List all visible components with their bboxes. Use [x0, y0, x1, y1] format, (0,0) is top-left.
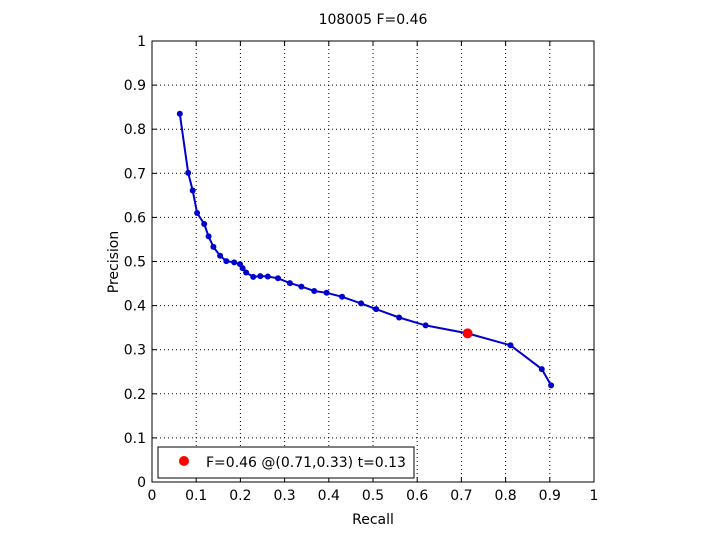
y-tick-label: 0.4	[124, 299, 146, 315]
y-tick-labels: 0 0.1 0.2 0.3 0.4 0.5 0.6 0.7 0.8 0.9 1	[124, 34, 146, 491]
data-point	[311, 288, 318, 294]
data-point	[422, 322, 429, 329]
legend: F=0.46 @(0.71,0.33) t=0.13	[157, 446, 415, 479]
x-tick-label: 0.3	[273, 488, 295, 504]
x-tick-label: 1	[590, 488, 599, 504]
data-point	[194, 210, 201, 216]
data-point	[507, 342, 514, 349]
chart-title: 108005 F=0.46	[319, 12, 428, 28]
data-point	[358, 300, 365, 307]
y-tick-label: 1	[137, 34, 146, 50]
x-tick-label: 0.9	[539, 488, 561, 504]
data-point	[210, 243, 217, 250]
data-point	[298, 283, 305, 290]
x-tick-label: 0.5	[362, 488, 384, 504]
x-tick-label: 0.1	[185, 488, 207, 504]
data-point	[548, 382, 555, 389]
data-point	[217, 252, 224, 259]
y-tick-label: 0.6	[124, 210, 146, 226]
data-point	[257, 273, 264, 280]
series-line	[178, 113, 552, 386]
x-tick-labels: 0 0.1 0.2 0.3 0.4 0.5 0.6 0.7 0.8 0.9 1	[148, 488, 599, 504]
series-points	[176, 110, 555, 389]
y-tick-label: 0	[137, 475, 146, 491]
best-f-marker	[462, 328, 473, 339]
data-point	[286, 280, 293, 287]
y-tick-label: 0.9	[124, 78, 146, 94]
x-tick-label: 0.6	[406, 488, 428, 504]
x-tick-label: 0.4	[318, 488, 340, 504]
x-tick-label: 0.7	[450, 488, 472, 504]
data-point	[243, 269, 250, 276]
data-point	[339, 293, 346, 300]
axis-ticks	[151, 40, 595, 483]
data-point	[275, 275, 281, 282]
data-point	[373, 306, 380, 313]
data-point	[396, 314, 403, 321]
y-tick-label: 0.3	[124, 343, 146, 359]
x-tick-label: 0.2	[229, 488, 251, 504]
data-point	[205, 233, 212, 240]
data-point	[185, 169, 192, 176]
x-tick-label: 0	[148, 488, 157, 504]
x-axis-label: Recall	[352, 512, 394, 528]
y-tick-label: 0.7	[124, 166, 146, 182]
data-point	[538, 366, 545, 373]
legend-box	[157, 446, 415, 479]
grid	[152, 41, 594, 482]
data-point	[189, 187, 196, 194]
data-point	[223, 258, 230, 265]
y-axis-label: Precision	[106, 231, 122, 293]
y-tick-label: 0.5	[124, 255, 146, 271]
x-tick-label: 0.8	[494, 488, 516, 504]
data-point	[323, 289, 330, 296]
data-point	[201, 221, 208, 227]
y-tick-label: 0.2	[124, 387, 146, 403]
data-point	[231, 259, 238, 266]
legend-marker-icon	[179, 456, 189, 466]
data-point	[264, 273, 271, 280]
data-point	[176, 110, 183, 117]
legend-entry: F=0.46 @(0.71,0.33) t=0.13	[206, 455, 406, 471]
data-point	[250, 273, 257, 280]
data-point	[239, 265, 246, 272]
y-tick-label: 0.1	[124, 431, 146, 447]
y-tick-label: 0.8	[124, 122, 146, 138]
